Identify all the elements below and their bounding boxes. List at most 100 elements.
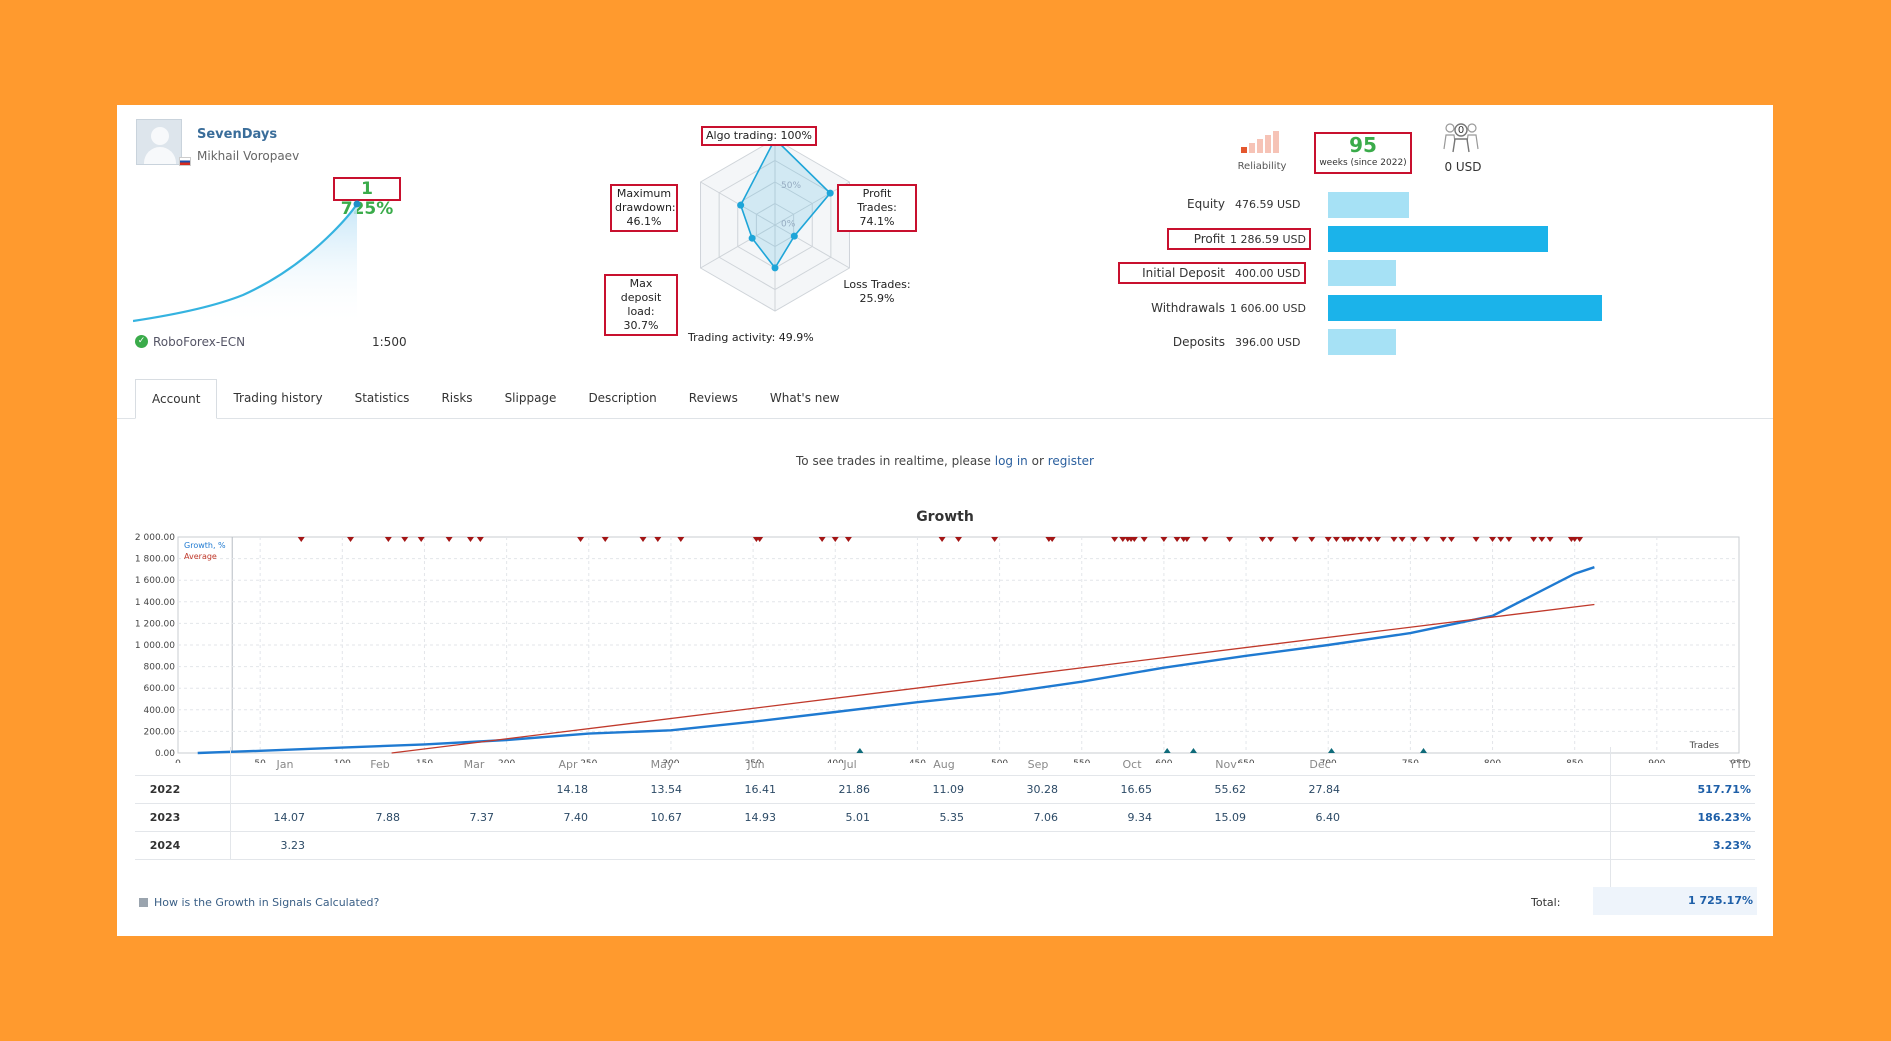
bottom-event-marker[interactable] (1189, 748, 1197, 753)
month-value-cell: 10.67 (650, 811, 683, 824)
top-event-marker[interactable] (756, 537, 764, 542)
top-event-marker[interactable] (1183, 537, 1191, 542)
total-label: Total: (1531, 896, 1561, 909)
top-event-marker[interactable] (1489, 537, 1497, 542)
top-event-marker[interactable] (677, 537, 685, 542)
top-event-marker[interactable] (1173, 537, 1181, 542)
top-event-marker[interactable] (1130, 537, 1138, 542)
top-event-marker[interactable] (639, 537, 647, 542)
deposits-bar (1328, 329, 1396, 355)
growth-chart[interactable]: 0 50 100 150 200 250 300 350 400 450 500 550 600 650 7… (117, 523, 1773, 763)
top-event-marker[interactable] (654, 537, 662, 542)
bottom-event-marker[interactable] (1327, 748, 1335, 753)
tab-whats-new[interactable]: What's new (769, 391, 840, 405)
top-event-marker[interactable] (1324, 537, 1332, 542)
ytd-cell: 186.23% (1697, 811, 1751, 824)
sparkline-end-dot (353, 200, 361, 208)
top-event-marker[interactable] (831, 537, 839, 542)
author-name[interactable]: Mikhail Voropaev (197, 149, 300, 163)
top-event-marker[interactable] (1538, 537, 1546, 542)
top-event-marker[interactable] (1410, 537, 1418, 542)
bottom-event-marker[interactable] (856, 748, 864, 753)
top-event-marker[interactable] (1267, 537, 1275, 542)
top-event-marker[interactable] (1201, 537, 1209, 542)
tab-slippage[interactable]: Slippage (504, 391, 557, 405)
month-value-cell: 13.54 (650, 783, 683, 796)
top-event-marker[interactable] (1365, 537, 1373, 542)
signal-card: SevenDays Mikhail Voropaev 1 725% ✓ Robo… (117, 105, 1773, 936)
top-event-marker[interactable] (445, 537, 453, 542)
algo-trading-label: Algo trading: 100% (701, 126, 818, 146)
top-event-marker[interactable] (1390, 537, 1398, 542)
top-event-marker[interactable] (1119, 537, 1127, 542)
top-event-marker[interactable] (1530, 537, 1538, 542)
top-event-marker[interactable] (1571, 537, 1579, 542)
bottom-event-marker[interactable] (1420, 748, 1428, 753)
top-event-marker[interactable] (1308, 537, 1316, 542)
top-event-marker[interactable] (297, 537, 305, 542)
bottom-event-marker[interactable] (1163, 748, 1171, 753)
table-row: 2023 14.07 7.88 7.37 7.40 10.67 14.93 5.01 5.35 7… (135, 803, 1755, 831)
tab-trading-history[interactable]: Trading history (233, 391, 323, 405)
top-event-marker[interactable] (955, 537, 962, 542)
login-link[interactable]: log in (994, 454, 1028, 468)
tab-reviews[interactable]: Reviews (688, 391, 738, 405)
month-header-jun: Jun (747, 758, 765, 771)
deposits-label: Deposits (1172, 335, 1225, 349)
top-event-marker[interactable] (1398, 537, 1406, 542)
month-value-cell: 15.09 (1214, 811, 1247, 824)
top-event-marker[interactable] (1349, 537, 1357, 542)
top-event-marker[interactable] (1497, 537, 1505, 542)
top-event-marker[interactable] (1374, 537, 1382, 542)
month-value-cell: 7.88 (375, 811, 401, 824)
top-event-marker[interactable] (1423, 537, 1431, 542)
top-event-marker[interactable] (476, 537, 484, 542)
top-event-marker[interactable] (1357, 537, 1365, 542)
top-event-marker[interactable] (466, 537, 474, 542)
top-event-marker[interactable] (347, 537, 355, 542)
top-event-marker[interactable] (938, 537, 946, 542)
top-event-marker[interactable] (991, 537, 999, 542)
top-event-marker[interactable] (1576, 537, 1584, 542)
profit-value: 1 286.59 USD (1230, 233, 1306, 246)
tab-account[interactable]: Account (135, 379, 218, 419)
table-row: 2022 14.18 13.54 16.41 21.86 11.09 30.28 16.65 5… (135, 775, 1755, 803)
tab-risks[interactable]: Risks (441, 391, 473, 405)
equity-value: 476.59 USD (1235, 198, 1301, 211)
top-event-marker[interactable] (1291, 537, 1299, 542)
top-event-marker[interactable] (1048, 537, 1056, 542)
top-event-marker[interactable] (1140, 537, 1148, 542)
top-event-marker[interactable] (1258, 537, 1266, 542)
top-event-marker[interactable] (384, 537, 392, 542)
profit-trades-title: Profit Trades: (857, 187, 897, 214)
top-event-marker[interactable] (1546, 537, 1554, 542)
x-tick-label: 550 (1073, 759, 1090, 763)
top-event-marker[interactable] (1344, 537, 1352, 542)
top-event-marker[interactable] (1332, 537, 1340, 542)
signal-name[interactable]: SevenDays (197, 127, 278, 142)
x-tick-label: 400 (827, 759, 844, 763)
top-event-marker[interactable] (417, 537, 425, 542)
top-event-marker[interactable] (1111, 537, 1119, 542)
top-event-marker[interactable] (401, 537, 409, 542)
top-event-marker[interactable] (818, 537, 826, 542)
subscribers-funds: 0 USD (1444, 160, 1482, 174)
top-event-marker[interactable] (1226, 537, 1234, 542)
top-event-marker[interactable] (1447, 537, 1455, 542)
top-event-marker[interactable] (1439, 537, 1447, 542)
top-event-marker[interactable] (577, 537, 585, 542)
tab-statistics[interactable]: Statistics (354, 391, 410, 405)
tab-description[interactable]: Description (588, 391, 657, 405)
top-event-marker[interactable] (1160, 537, 1168, 542)
broker-name[interactable]: RoboForex-ECN (153, 335, 246, 349)
x-tick-label: 450 (909, 759, 926, 763)
growth-calc-question[interactable]: How is the Growth in Signals Calculated? (139, 896, 379, 909)
top-event-marker[interactable] (601, 537, 609, 542)
profit-bar (1328, 226, 1548, 252)
month-value-cell: 5.01 (845, 811, 871, 824)
top-event-marker[interactable] (1505, 537, 1513, 542)
register-link[interactable]: register (1047, 454, 1094, 468)
top-event-marker[interactable] (1472, 537, 1480, 542)
top-event-marker[interactable] (844, 537, 852, 542)
avatar[interactable] (136, 119, 182, 165)
